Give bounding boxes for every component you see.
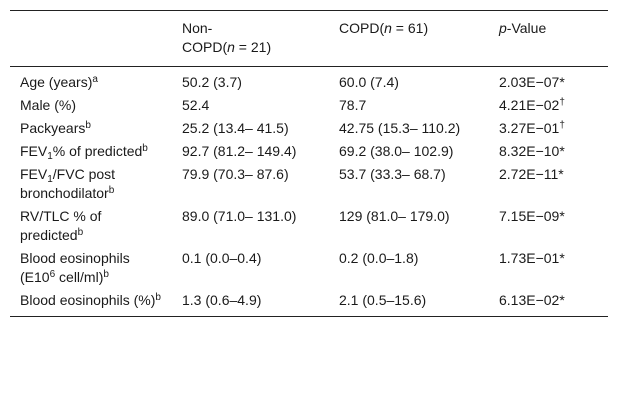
row-label: FEV1% of predictedb	[10, 142, 172, 165]
table-row-male: Male (%) 52.4 78.7 4.21E−02†	[10, 96, 608, 119]
data-table-container: Non- COPD(n = 21) COPD(n = 61) p-Value Ag…	[10, 10, 608, 317]
header-p-value: p-Value	[489, 11, 608, 67]
row-label-text: /FVC post bronchodilator	[20, 166, 116, 201]
cell-copd: 0.2 (0.0–1.8)	[339, 250, 419, 266]
row-label-text: cell/ml)	[55, 269, 104, 285]
cell-non-copd: 0.1 (0.0–0.4)	[182, 250, 262, 266]
header-non-copd-prefix: COPD(	[182, 39, 228, 55]
table-row-fev1-fvc: FEV1/FVC post bronchodilatorb 79.9 (70.3…	[10, 165, 608, 207]
p-value-text: 4.21E−02	[499, 97, 560, 113]
subscript: 1	[47, 174, 53, 185]
cell-non-copd: 52.4	[182, 97, 210, 113]
row-label-text: Blood eosinophils (%)	[20, 292, 156, 308]
table-row-packyears: Packyearsb 25.2 (13.4– 41.5) 42.75 (15.3…	[10, 119, 608, 142]
row-label-text: Age (years)	[20, 74, 93, 90]
cell-copd: 53.7 (33.3– 68.7)	[339, 166, 446, 182]
cell-p-value: 8.32E−10*	[499, 143, 565, 159]
row-label-text: FEV	[20, 166, 48, 182]
header-copd: COPD(n = 61)	[329, 11, 489, 67]
header-value: -Value	[506, 20, 547, 36]
row-label: Male (%)	[20, 97, 77, 113]
cell-copd: 60.0 (7.4)	[339, 74, 399, 90]
header-copd-prefix: COPD(	[339, 20, 385, 36]
dagger-marker: †	[559, 120, 565, 131]
row-label-text: FEV	[20, 143, 48, 159]
header-copd-n: n	[384, 20, 392, 36]
dagger-marker: †	[559, 97, 565, 108]
header-variable	[10, 11, 172, 67]
row-label: Age (years)a	[10, 67, 172, 97]
row-label-text: Packyears	[20, 120, 86, 136]
cell-p-value: 4.21E−02†	[489, 96, 608, 119]
footnote-marker: b	[85, 120, 91, 131]
cell-non-copd: 89.0 (71.0– 131.0)	[182, 208, 297, 224]
cell-non-copd: 1.3 (0.6–4.9)	[182, 292, 262, 308]
row-label: RV/TLC % of predictedb	[10, 207, 172, 249]
cell-copd: 42.75 (15.3– 110.2)	[339, 120, 461, 136]
cell-copd: 69.2 (38.0– 102.9)	[339, 143, 454, 159]
row-label-text: % of predicted	[52, 143, 143, 159]
footnote-marker: b	[155, 292, 161, 303]
table-row-eosinophils-percent: Blood eosinophils (%)b 1.3 (0.6–4.9) 2.1…	[10, 291, 608, 317]
cell-non-copd: 50.2 (3.7)	[182, 74, 242, 90]
footnote-marker: b	[142, 143, 148, 154]
cell-p-value: 1.73E−01*	[499, 250, 565, 266]
row-label: Blood eosinophils (E106 cell/ml)b	[10, 249, 172, 291]
row-label-text: RV/TLC % of predicted	[20, 208, 102, 243]
header-p: p	[499, 20, 507, 36]
cell-non-copd: 79.9 (70.3– 87.6)	[182, 166, 289, 182]
row-label: Packyearsb	[10, 119, 172, 142]
table-row-eosinophils-count: Blood eosinophils (E106 cell/ml)b 0.1 (0…	[10, 249, 608, 291]
cell-copd: 78.7	[339, 97, 367, 113]
cell-p-value: 7.15E−09*	[499, 208, 565, 224]
table-row-fev1-predicted: FEV1% of predictedb 92.7 (81.2– 149.4) 6…	[10, 142, 608, 165]
header-non-copd-n: n	[227, 39, 235, 55]
row-label-text: Blood eosinophils (E10	[20, 250, 130, 285]
cell-p-value: 2.03E−07*	[499, 74, 565, 90]
header-non-copd: Non- COPD(n = 21)	[172, 11, 329, 67]
footnote-marker: b	[103, 269, 109, 280]
table-body: Age (years)a 50.2 (3.7) 60.0 (7.4) 2.03E…	[10, 67, 608, 317]
header-non-copd-line1: Non-	[182, 20, 213, 36]
subscript: 1	[47, 151, 53, 162]
clinical-characteristics-table: Non- COPD(n = 21) COPD(n = 61) p-Value Ag…	[10, 10, 608, 317]
header-copd-count: = 61)	[391, 20, 429, 36]
table-row-age: Age (years)a 50.2 (3.7) 60.0 (7.4) 2.03E…	[10, 67, 608, 97]
row-label: FEV1/FVC post bronchodilatorb	[10, 165, 172, 207]
footnote-marker: b	[108, 185, 115, 196]
header-non-copd-count: = 21)	[234, 39, 272, 55]
cell-copd: 129 (81.0– 179.0)	[339, 208, 450, 224]
p-value-text: 3.27E−01	[499, 120, 560, 136]
table-header: Non- COPD(n = 21) COPD(n = 61) p-Value	[10, 10, 608, 67]
footnote-marker: b	[77, 227, 84, 238]
cell-p-value: 2.72E−11*	[499, 166, 564, 182]
table-row-rv-tlc: RV/TLC % of predictedb 89.0 (71.0– 131.0…	[10, 207, 608, 249]
row-label: Blood eosinophils (%)b	[10, 291, 172, 317]
cell-non-copd: 25.2 (13.4– 41.5)	[182, 120, 289, 136]
exponent: 6	[49, 269, 56, 280]
cell-non-copd: 92.7 (81.2– 149.4)	[182, 143, 297, 159]
header-row: Non- COPD(n = 21) COPD(n = 61) p-Value	[10, 10, 608, 67]
cell-copd: 2.1 (0.5–15.6)	[339, 292, 427, 308]
footnote-marker: a	[92, 74, 98, 85]
cell-p-value: 6.13E−02*	[499, 292, 565, 308]
cell-p-value: 3.27E−01†	[489, 119, 608, 142]
